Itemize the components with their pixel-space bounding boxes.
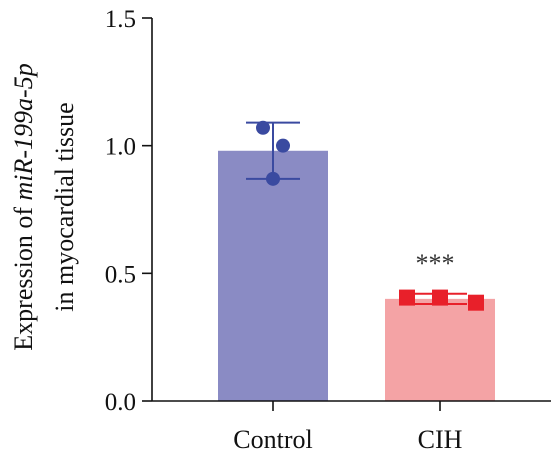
data-point-cih bbox=[399, 289, 415, 306]
data-point-control bbox=[266, 171, 280, 186]
y-axis-title-italic: miR-199a-5p bbox=[9, 63, 38, 200]
y-tick-label: 0.5 bbox=[105, 261, 136, 288]
plot-area: 0.0 0.5 1.0 1.5 Control CIH *** bbox=[105, 6, 551, 454]
y-tick-label: 0.0 bbox=[105, 389, 136, 416]
y-tick-label: 1.5 bbox=[105, 6, 136, 33]
y-axis-title-line2: in myocardial tissue bbox=[50, 102, 79, 311]
svg-text:Expression of miR-199a-5p: Expression of miR-199a-5p bbox=[9, 63, 38, 350]
data-point-control bbox=[256, 120, 270, 135]
y-axis-title: Expression of miR-199a-5p in myocardial … bbox=[9, 63, 79, 350]
y-axis-title-prefix: Expression of bbox=[9, 201, 38, 351]
bar-control bbox=[218, 150, 328, 401]
bar-cih bbox=[385, 298, 495, 401]
y-tick-label: 1.0 bbox=[105, 134, 136, 161]
x-tick-label: Control bbox=[233, 425, 312, 454]
data-point-cih bbox=[468, 294, 484, 311]
significance-label: *** bbox=[416, 249, 455, 278]
data-point-cih bbox=[432, 289, 448, 306]
data-point-control bbox=[276, 138, 290, 153]
x-tick-label: CIH bbox=[418, 425, 463, 454]
